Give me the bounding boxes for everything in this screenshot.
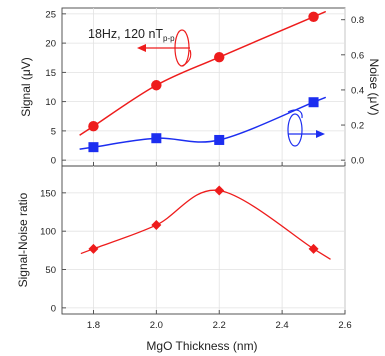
- y-tick-label: 150: [40, 188, 56, 199]
- noise-data-point: [151, 133, 162, 144]
- bottom-plot-frame: [61, 165, 346, 315]
- bottom-x-ticks: 1.8 2.0 2.2 2.4 2.6: [87, 310, 352, 331]
- y-tick-label: 0: [51, 303, 56, 314]
- noise-axis-indicator: [287, 109, 325, 147]
- y-tick-label: 0: [51, 156, 56, 167]
- y-tick-label: 100: [40, 227, 56, 238]
- signal-data-point: [88, 121, 99, 132]
- y-tick-label: 20: [45, 39, 56, 50]
- x-tick-label: 2.6: [338, 320, 351, 331]
- x-tick-label: 1.8: [87, 320, 100, 331]
- signal-data-point: [214, 51, 225, 63]
- y-tick-label: 10: [45, 97, 56, 108]
- y-tick-label: 5: [51, 126, 56, 137]
- top-y-gridlines: [62, 13, 345, 161]
- signal-axis-label: Signal (μV): [19, 57, 33, 117]
- x-tick-label: 2.2: [213, 320, 226, 331]
- bottom-panel: 0 50 100 150 1.8 2.0 2.2 2.4 2.6: [40, 165, 352, 331]
- signal-data-point: [151, 80, 162, 91]
- top-right-y-ticks: 0.0 0.2 0.4 0.6 0.8: [341, 15, 364, 167]
- y-tick-label: 0.0: [351, 156, 364, 167]
- noise-data-point: [88, 142, 99, 153]
- x-tick-label: 2.4: [276, 320, 289, 331]
- snr-data-point: [88, 243, 99, 254]
- bottom-fit-curve: [80, 189, 331, 260]
- signal-data-point: [308, 11, 319, 22]
- bottom-data-marks: [88, 185, 319, 254]
- snr-axis-label: Signal-Noise ratio: [16, 192, 30, 287]
- condition-annotation: 18Hz, 120 nTp-p: [88, 27, 175, 43]
- y-tick-label: 0.6: [351, 50, 364, 61]
- bottom-x-gridlines: [93, 166, 346, 314]
- bottom-y-gridlines: [62, 192, 345, 309]
- y-tick-label: 0.4: [351, 85, 364, 96]
- y-tick-label: 0.2: [351, 121, 364, 132]
- top-left-y-ticks: 0 5 10 15 20 25: [45, 9, 66, 167]
- y-tick-label: 50: [45, 265, 56, 276]
- snr-data-point: [151, 220, 162, 231]
- noise-axis-label: Noise (μV): [367, 59, 381, 116]
- noise-data-point: [308, 97, 319, 108]
- signal-axis-indicator: [137, 29, 192, 67]
- y-tick-label: 0.8: [351, 15, 364, 26]
- y-tick-label: 25: [45, 9, 56, 20]
- bottom-y-ticks: 0 50 100 150: [40, 188, 66, 314]
- snr-data-point: [214, 185, 225, 196]
- snr-data-point: [308, 243, 319, 254]
- top-panel: 0 5 10 15 20 25 0.0 0.2 0.4 0.6 0.8 18Hz, 120 nTp…: [45, 7, 364, 167]
- snr-fit-curve: [80, 189, 331, 260]
- y-tick-label: 15: [45, 68, 56, 79]
- top-x-ticks: [92, 162, 346, 166]
- noise-data-point: [214, 134, 225, 145]
- x-axis-label: MgO Thickness (nm): [146, 339, 257, 353]
- top-data-marks: [88, 11, 319, 153]
- x-tick-label: 2.0: [150, 320, 163, 331]
